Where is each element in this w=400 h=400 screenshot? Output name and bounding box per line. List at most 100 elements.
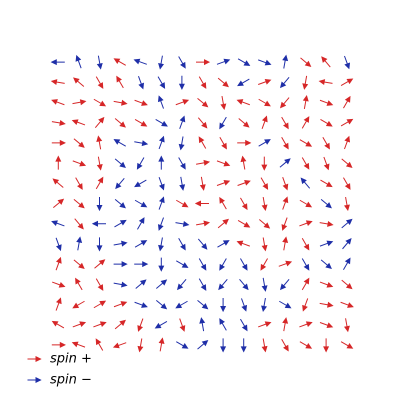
spin-arrow [301, 157, 310, 170]
spin-arrow [344, 135, 351, 150]
spin-arrow [282, 317, 289, 332]
spin-arrow [96, 156, 103, 171]
spin-arrow [179, 115, 186, 129]
spin-arrow [281, 339, 289, 352]
spin-arrow [114, 198, 126, 209]
spin-arrow [176, 199, 189, 208]
spin-arrow [175, 300, 188, 309]
spin-arrow [94, 259, 106, 269]
legend-label: spin + [50, 352, 92, 367]
spin-arrow [197, 339, 209, 350]
spin-arrow [96, 237, 103, 252]
spin-arrow [261, 338, 268, 353]
spin-arrow [157, 76, 166, 89]
spin-arrow [96, 55, 103, 70]
spin-arrow [342, 238, 352, 250]
spin-arrow [217, 77, 229, 88]
spin-arrow [199, 317, 206, 332]
spin-arrow [197, 299, 209, 310]
spin-arrow [240, 258, 248, 271]
spin-arrow [282, 177, 289, 191]
spin-arrow [343, 257, 351, 270]
spin-arrow [258, 59, 272, 66]
spin-arrow [154, 321, 168, 329]
spin-arrow [320, 179, 333, 188]
spin-arrow [343, 177, 351, 190]
spin-arrow [112, 342, 127, 349]
spin-arrow [52, 178, 64, 188]
spin-arrow [155, 119, 168, 127]
spin-arrow [322, 137, 330, 150]
spin-arrow [340, 301, 354, 308]
spin-arrow [95, 176, 104, 190]
spin-arrow [72, 321, 87, 328]
spin-arrow [279, 76, 290, 89]
spin-arrow [176, 341, 189, 349]
spin-arrow [134, 119, 148, 127]
spin-arrow [115, 177, 125, 190]
spin-arrow [278, 260, 293, 267]
spin-arrow [344, 55, 351, 70]
spin-arrow [178, 136, 185, 151]
spin-arrow [155, 299, 168, 310]
spin-arrow [52, 281, 66, 288]
spin-arrow [341, 279, 353, 290]
spin-arrow [237, 179, 251, 186]
spin-arrow [236, 99, 250, 106]
spin-arrow [320, 198, 332, 209]
spin-arrow [179, 318, 186, 332]
legend-marker [27, 376, 42, 384]
spin-arrow [216, 58, 231, 65]
spin-arrow [73, 198, 85, 209]
spin-arrow [220, 298, 227, 313]
spin-arrow [237, 139, 252, 146]
spin-arrow [134, 261, 149, 268]
spin-arrow [114, 118, 126, 128]
spin-arrow [113, 301, 128, 308]
spin-arrow [320, 259, 332, 270]
legend-marker [27, 355, 42, 363]
spin-arrow [158, 337, 165, 352]
spin-arrow [158, 55, 164, 70]
spin-arrow [282, 236, 289, 251]
spin-arrow [241, 298, 248, 312]
spin-arrow [219, 258, 227, 271]
spin-arrow [340, 118, 354, 127]
spin-arrow [113, 261, 128, 268]
spin-arrow [137, 217, 145, 230]
spin-arrow [95, 338, 104, 351]
spin-arrow [258, 98, 271, 107]
spin-arrow [281, 217, 288, 231]
spin-arrow [134, 240, 148, 248]
spin-arrow [340, 341, 354, 349]
spin-arrow [239, 278, 249, 291]
spin-arrow [51, 220, 65, 227]
spin-arrow [319, 281, 334, 288]
spin-arrow [93, 300, 107, 309]
spin-arrow [72, 99, 87, 106]
spin-arrow [196, 220, 211, 227]
spin-arrow [134, 301, 148, 308]
spin-arrow [344, 318, 350, 333]
spin-arrow [260, 177, 269, 190]
spin-arrow [72, 300, 85, 309]
spin-arrow [198, 258, 207, 271]
spin-arrow [279, 278, 290, 291]
spin-arrow [91, 220, 106, 227]
spin-arrow [301, 277, 310, 291]
spin-arrow [55, 155, 62, 170]
spin-arrow [96, 197, 103, 212]
spin-arrow [73, 259, 85, 270]
spin-arrow [137, 338, 144, 353]
spin-arrow [196, 59, 211, 66]
spin-arrow [299, 341, 313, 349]
spin-arrow [216, 160, 231, 167]
spin-arrow [113, 99, 128, 106]
spin-arrow [113, 281, 128, 288]
spin-arrow [114, 219, 127, 228]
spin-arrow [51, 341, 66, 348]
spin-arrow [218, 278, 228, 291]
spin-arrow [113, 58, 126, 66]
spin-arrow [319, 301, 334, 308]
